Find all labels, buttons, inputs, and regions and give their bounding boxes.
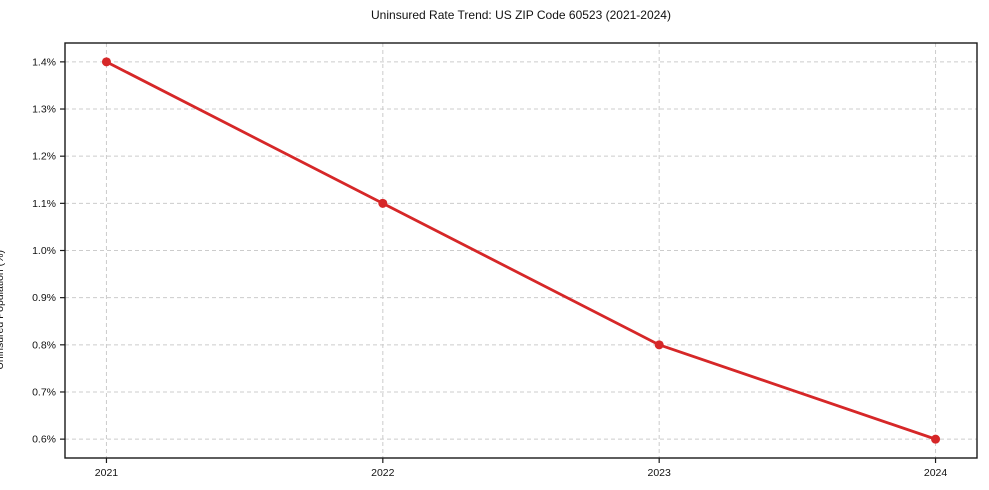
x-tick-label: 2022	[371, 467, 395, 479]
y-tick-label: 0.6%	[32, 434, 56, 446]
trend-line	[105, 60, 937, 441]
y-tick-label: 0.7%	[32, 386, 56, 398]
data-point	[931, 434, 941, 444]
data-point	[378, 198, 388, 208]
data-point	[101, 57, 111, 67]
x-tick-label: 2024	[924, 467, 948, 479]
y-tick-label: 1.2%	[32, 151, 56, 163]
y-tick-label: 1.1%	[32, 198, 56, 210]
y-tick-label: 1.3%	[32, 104, 56, 116]
y-axis-label-text: Uninsured Population (%)	[0, 250, 6, 370]
chart-title: Uninsured Rate Trend: US ZIP Code 60523 …	[371, 8, 671, 22]
y-tick-label: 1.4%	[32, 56, 56, 68]
y-tick-label: 0.9%	[32, 292, 56, 304]
x-tick-label: 2023	[648, 467, 672, 479]
y-tick-label: 1.0%	[32, 245, 56, 257]
x-tick-label: 2021	[95, 467, 119, 479]
data-point	[654, 340, 664, 350]
y-tick-label: 0.8%	[32, 339, 56, 351]
